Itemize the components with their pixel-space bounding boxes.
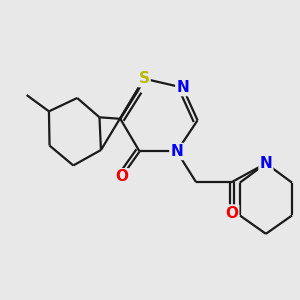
Text: S: S xyxy=(139,71,150,86)
Text: N: N xyxy=(176,80,189,95)
Text: N: N xyxy=(260,156,272,171)
Text: N: N xyxy=(170,144,183,159)
Text: O: O xyxy=(225,206,238,220)
Text: O: O xyxy=(115,169,128,184)
